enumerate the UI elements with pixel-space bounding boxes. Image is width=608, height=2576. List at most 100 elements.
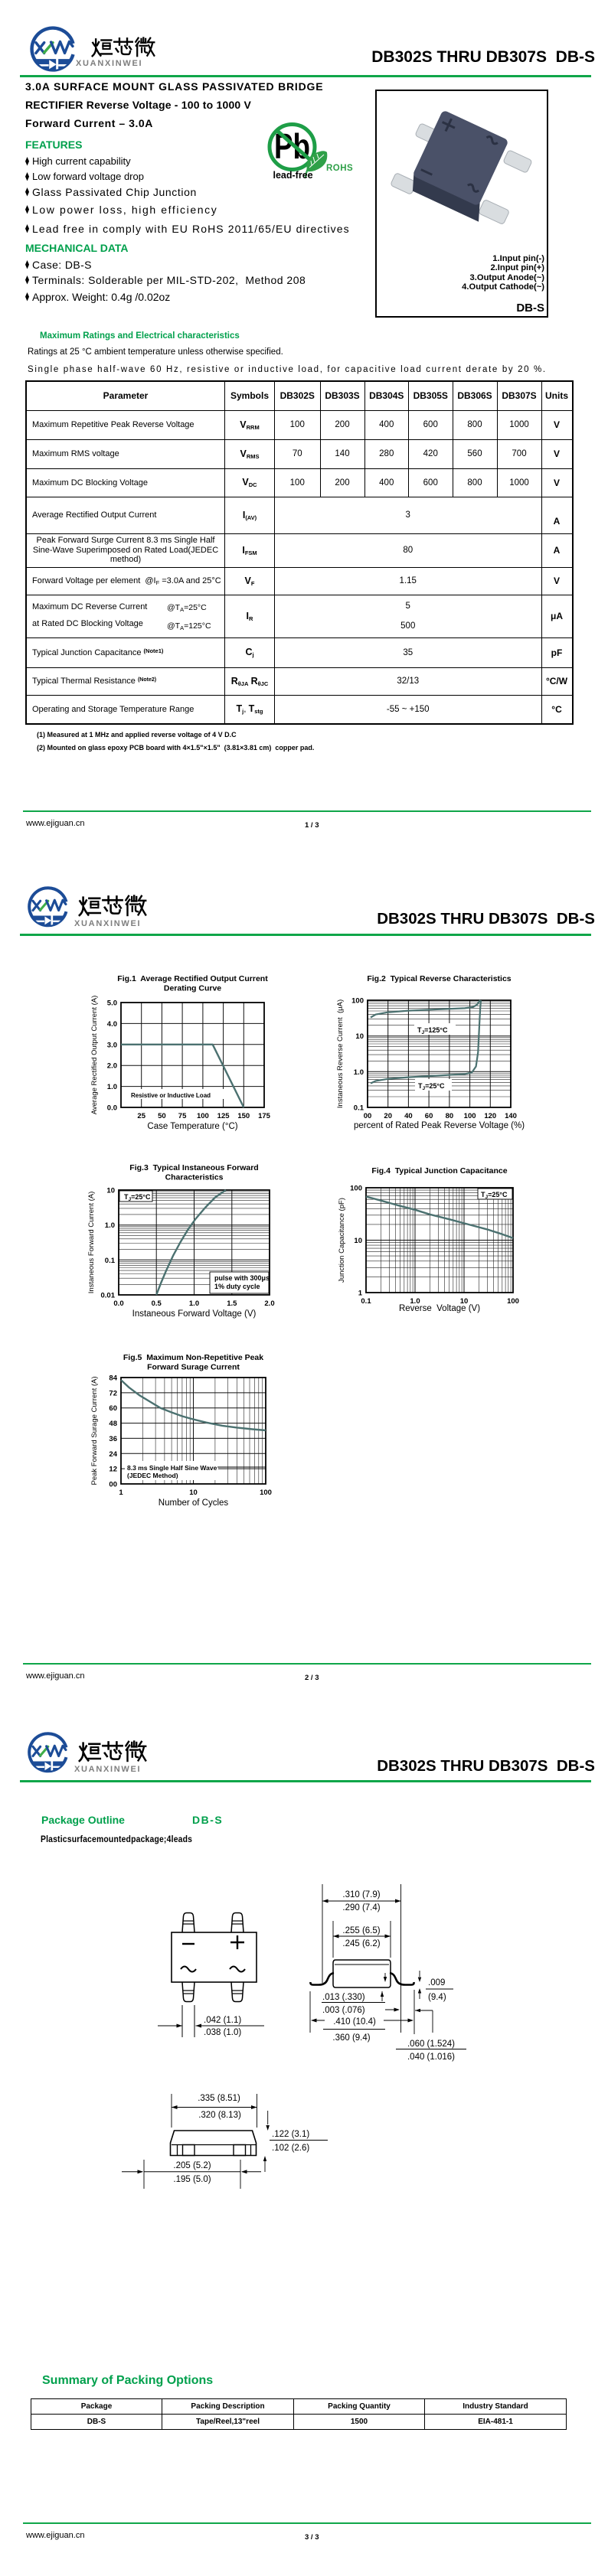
svg-text:Peak Forward Surage Current (A: Peak Forward Surage Current (A)	[90, 1376, 99, 1485]
svg-text:1.0: 1.0	[189, 1299, 199, 1308]
svg-text:Resistive or Inductive Load: Resistive or Inductive Load	[131, 1092, 211, 1099]
svg-text:1.0: 1.0	[354, 1068, 364, 1077]
svg-text:Fig.3 Typical Instaneous Forw: Fig.3 Typical Instaneous Forward	[129, 1163, 258, 1172]
svg-text:(9.4): (9.4)	[428, 1993, 446, 2002]
svg-text:100: 100	[197, 1112, 209, 1120]
svg-text:.205 (5.2): .205 (5.2)	[173, 2161, 211, 2170]
svg-text:60: 60	[109, 1404, 117, 1413]
svg-text:Characteristics: Characteristics	[165, 1173, 224, 1182]
svg-text:.038 (1.0): .038 (1.0)	[204, 2028, 241, 2037]
svg-text:100: 100	[350, 1185, 362, 1193]
svg-text:0.01: 0.01	[101, 1292, 116, 1300]
svg-text:100: 100	[464, 1112, 476, 1120]
svg-text:Instaneous Reverse Current (μ: Instaneous Reverse Current (μA)	[336, 999, 345, 1108]
svg-text:.255 (6.5): .255 (6.5)	[342, 1926, 380, 1935]
svg-text:4.0: 4.0	[107, 1020, 117, 1029]
svg-text:(JEDEC Method): (JEDEC Method)	[127, 1472, 178, 1479]
svg-text:1.5: 1.5	[227, 1299, 237, 1308]
svg-text:60: 60	[425, 1112, 433, 1120]
svg-text:0.5: 0.5	[152, 1299, 162, 1308]
svg-text:10: 10	[106, 1187, 115, 1195]
svg-text:40: 40	[404, 1112, 413, 1120]
svg-text:percent of Rated Peak Reverse: percent of Rated Peak Reverse Voltage (%…	[354, 1121, 525, 1130]
svg-text:24: 24	[109, 1450, 117, 1459]
svg-text:Case Temperature (°C): Case Temperature (°C)	[147, 1122, 237, 1131]
svg-text:.195 (5.0): .195 (5.0)	[173, 2175, 211, 2184]
svg-text:00: 00	[364, 1112, 372, 1120]
svg-text:pulse with 300μs: pulse with 300μs	[214, 1274, 270, 1282]
svg-text:1% duty cycle: 1% duty cycle	[214, 1283, 260, 1290]
svg-text:0.1: 0.1	[105, 1257, 116, 1265]
svg-text:0.1: 0.1	[361, 1297, 371, 1306]
svg-text:1: 1	[119, 1489, 123, 1497]
svg-text:TJ=25°C: TJ=25°C	[418, 1082, 445, 1091]
svg-text:0.1: 0.1	[354, 1104, 364, 1113]
svg-text:Fig.2 Typical Reverse Charact: Fig.2 Typical Reverse Characteristics	[367, 974, 511, 983]
svg-text:.042 (1.1): .042 (1.1)	[204, 2016, 241, 2025]
svg-text:TJ=125°C: TJ=125°C	[417, 1026, 448, 1035]
svg-text:175: 175	[258, 1112, 271, 1120]
svg-text:Derating Curve: Derating Curve	[164, 984, 221, 993]
svg-text:48: 48	[109, 1420, 117, 1428]
svg-text:.410 (10.4): .410 (10.4)	[333, 2017, 376, 2027]
svg-text:36: 36	[109, 1435, 117, 1443]
svg-text:3.0: 3.0	[107, 1041, 117, 1049]
svg-text:120: 120	[484, 1112, 496, 1120]
svg-text:Forward Surage Current: Forward Surage Current	[147, 1363, 240, 1372]
svg-text:10: 10	[355, 1032, 364, 1041]
svg-text:1.0: 1.0	[105, 1221, 115, 1230]
svg-text:00: 00	[109, 1481, 117, 1489]
svg-text:TJ=25°C: TJ=25°C	[124, 1193, 151, 1202]
svg-text:.003 (.076): .003 (.076)	[322, 2006, 365, 2015]
svg-text:.060 (1.524): .060 (1.524)	[407, 2040, 455, 2049]
svg-text:Junction Capacitance (pF): Junction Capacitance (pF)	[338, 1198, 346, 1283]
svg-text:lead-free: lead-free	[273, 170, 313, 181]
svg-text:100: 100	[351, 997, 364, 1006]
svg-text:72: 72	[109, 1389, 117, 1397]
svg-text:Number of Cycles: Number of Cycles	[159, 1498, 229, 1508]
svg-text:Average Rectified Output Curre: Average Rectified Output Current (A)	[90, 996, 99, 1115]
svg-text:100: 100	[260, 1489, 272, 1497]
svg-text:.290 (7.4): .290 (7.4)	[342, 1903, 380, 1912]
svg-text:10: 10	[189, 1489, 198, 1497]
svg-text:ROHS: ROHS	[326, 164, 353, 173]
svg-text:8.3 ms Single Half Sine Wave: 8.3 ms Single Half Sine Wave	[127, 1464, 217, 1472]
svg-text:.245 (6.2): .245 (6.2)	[342, 1939, 380, 1948]
svg-text:80: 80	[446, 1112, 454, 1120]
svg-text:50: 50	[158, 1112, 166, 1120]
svg-text:.310 (7.9): .310 (7.9)	[342, 1890, 380, 1899]
svg-text:84: 84	[109, 1374, 117, 1383]
svg-text:TJ=25°C: TJ=25°C	[481, 1191, 508, 1200]
svg-text:Instaneous Forward Current (A): Instaneous Forward Current (A)	[87, 1192, 96, 1294]
svg-text:Fig.5 Maximum Non-Repetitive: Fig.5 Maximum Non-Repetitive Peak	[123, 1353, 263, 1362]
svg-text:.009: .009	[428, 1978, 445, 1987]
svg-text:0.0: 0.0	[107, 1104, 117, 1113]
svg-text:1: 1	[358, 1290, 363, 1298]
svg-text:.335 (8.51): .335 (8.51)	[198, 2094, 240, 2103]
svg-text:12: 12	[109, 1466, 117, 1474]
svg-text:1.0: 1.0	[410, 1297, 420, 1306]
svg-text:10: 10	[460, 1297, 469, 1306]
svg-text:2.0: 2.0	[264, 1299, 274, 1308]
svg-text:1.0: 1.0	[107, 1083, 117, 1091]
svg-text:2.0: 2.0	[107, 1062, 117, 1071]
svg-text:100: 100	[507, 1297, 519, 1306]
svg-text:.360 (9.4): .360 (9.4)	[332, 2033, 370, 2043]
svg-text:.013 (.330): .013 (.330)	[322, 1993, 365, 2002]
svg-text:.320 (8.13): .320 (8.13)	[198, 2111, 241, 2120]
svg-text:0.0: 0.0	[113, 1299, 123, 1308]
svg-text:5.0: 5.0	[107, 999, 117, 1008]
svg-text:.122 (3.1): .122 (3.1)	[272, 2130, 309, 2139]
svg-text:Instaneous Forward Voltage (V): Instaneous Forward Voltage (V)	[132, 1309, 257, 1319]
svg-text:25: 25	[137, 1112, 145, 1120]
svg-text:125: 125	[217, 1112, 230, 1120]
svg-text:.040 (1.016): .040 (1.016)	[407, 2053, 455, 2062]
svg-text:150: 150	[237, 1112, 250, 1120]
svg-text:.102 (2.6): .102 (2.6)	[272, 2144, 309, 2153]
svg-text:Fig.4 Typical Junction Capaci: Fig.4 Typical Junction Capacitance	[371, 1166, 507, 1176]
svg-text:140: 140	[505, 1112, 517, 1120]
svg-text:20: 20	[384, 1112, 392, 1120]
svg-text:75: 75	[178, 1112, 187, 1120]
svg-text:Fig.1 Average Rectified Outpu: Fig.1 Average Rectified Output Current	[117, 974, 268, 983]
svg-text:Reverse Voltage (V): Reverse Voltage (V)	[399, 1304, 480, 1313]
